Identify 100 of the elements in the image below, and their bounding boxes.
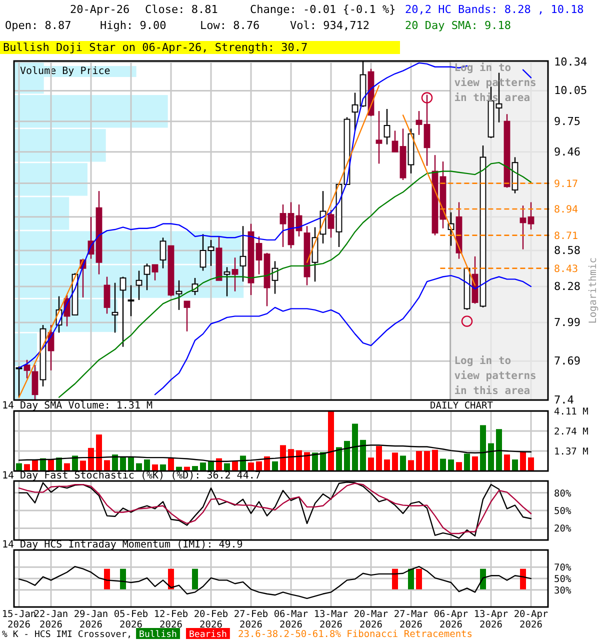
text: Open: 8.87 [5, 19, 72, 32]
candlestick [376, 110, 382, 164]
x-tick-label: 20-Mar 2026 [354, 609, 388, 630]
y-tick-label: 9.46 [554, 145, 580, 158]
ref-line-label: 9.17 [554, 178, 578, 190]
y-tick-label: 7.69 [554, 354, 580, 368]
bar [512, 459, 518, 471]
chart-title: 20-Apr-26 [70, 3, 130, 16]
bar [104, 460, 110, 471]
x-tick-label: 29-Jan 2026 [74, 609, 108, 630]
bar [432, 450, 438, 471]
bar [400, 456, 406, 471]
y-tick-label: 7.4 [554, 394, 574, 406]
bar [352, 424, 358, 471]
bar [256, 461, 262, 471]
text: 23.6-38.2-50-61.8% Fibonacci Retracements [238, 629, 472, 640]
bar [192, 466, 198, 471]
y-tick-label: 1.37 M [554, 446, 589, 458]
candlestick [416, 110, 422, 136]
y-tick-label: 10.34 [554, 55, 588, 68]
candlestick [384, 108, 390, 145]
x-tick-label: 05-Feb 2026 [114, 609, 148, 630]
candlestick [144, 262, 150, 291]
y-tick-label: 30% [554, 585, 572, 596]
candlestick [520, 204, 526, 250]
bar [344, 440, 350, 471]
bar [128, 456, 134, 471]
bar [416, 451, 422, 471]
text: Vol: 934,712 [290, 19, 370, 32]
candlestick [112, 282, 118, 334]
bar [448, 459, 454, 471]
x-tick-label: 27-Mar 2026 [394, 609, 428, 630]
candlestick [104, 276, 110, 314]
candlestick [128, 284, 134, 317]
bar [160, 464, 166, 471]
y-tick-label: 2.74 M [554, 426, 589, 438]
bar [16, 463, 22, 471]
y-tick-label: 8.28 [554, 280, 580, 293]
bar [312, 452, 318, 471]
bar [472, 456, 478, 471]
bar [368, 458, 374, 471]
bar [488, 443, 494, 471]
chart-title: 14 Day HCS Intraday Momentum (IMI): 49.9 [2, 540, 243, 550]
text: 20,2 HC Bands: 8.28 , 10.18 [405, 3, 584, 16]
bar [120, 456, 126, 471]
ref-line-label: 8.43 [554, 264, 578, 275]
annotation: DAILY CHART [430, 400, 494, 412]
bar [272, 461, 278, 471]
x-tick-label: 06-Mar 2026 [274, 609, 308, 630]
candlestick [392, 130, 398, 152]
bar [528, 457, 534, 471]
candlestick [208, 239, 214, 267]
bar [232, 461, 238, 471]
x-tick-label: 12-Feb 2026 [154, 609, 188, 630]
bar [384, 459, 390, 471]
x-tick-label: 20-Apr 2026 [514, 609, 548, 630]
x-tick-label: 15-Jan 2026 [2, 609, 36, 630]
bar [280, 445, 286, 471]
y-tick-label: 50% [554, 506, 572, 517]
text: 14 Day SMA Volume: 1.31 M [2, 400, 153, 412]
candlestick [152, 264, 158, 281]
annotation: Log in to view patterns in this area [454, 355, 536, 397]
y-tick-label: 9.75 [554, 114, 580, 128]
x-tick-label: 06-Apr 2026 [434, 609, 468, 630]
y-tick-label: 7.99 [554, 316, 580, 329]
bar [520, 452, 526, 471]
bar [248, 462, 254, 471]
bar [304, 452, 310, 471]
text: Bullish [139, 630, 177, 640]
bar [360, 440, 366, 471]
y-tick-label: 50% [554, 574, 572, 585]
candlestick [32, 364, 38, 400]
bar [464, 454, 470, 471]
x-tick-label: 27-Feb 2026 [234, 609, 268, 630]
bar [72, 456, 78, 471]
y-tick-label: 80% [554, 488, 572, 500]
y-tick-label: 20% [554, 524, 572, 535]
candlestick [232, 256, 238, 292]
candlestick [256, 236, 262, 275]
text: Low: 8.76 [200, 19, 260, 32]
candlestick [136, 270, 142, 301]
candlestick [424, 94, 430, 166]
x-tick-label: 13-Apr 2026 [474, 609, 508, 630]
y-axis-title: Logarithmic [588, 257, 599, 324]
bar [440, 458, 446, 471]
bar [144, 459, 150, 471]
text: High: 9.00 [100, 19, 166, 32]
x-tick-label: 20-Feb 2026 [194, 609, 228, 630]
candlestick [528, 202, 534, 230]
ref-line-label: 8.71 [554, 230, 578, 242]
text: 20 Day SMA: 9.18 [405, 19, 511, 32]
candlestick [160, 237, 166, 269]
text: Close: 8.81 [145, 3, 218, 16]
candlestick [24, 359, 30, 379]
bar [480, 425, 486, 471]
bar [88, 448, 94, 471]
candlestick [184, 300, 190, 332]
text: Change: -0.01 {-0.1 %} [250, 3, 396, 16]
bar [136, 463, 142, 471]
bar [376, 446, 382, 471]
